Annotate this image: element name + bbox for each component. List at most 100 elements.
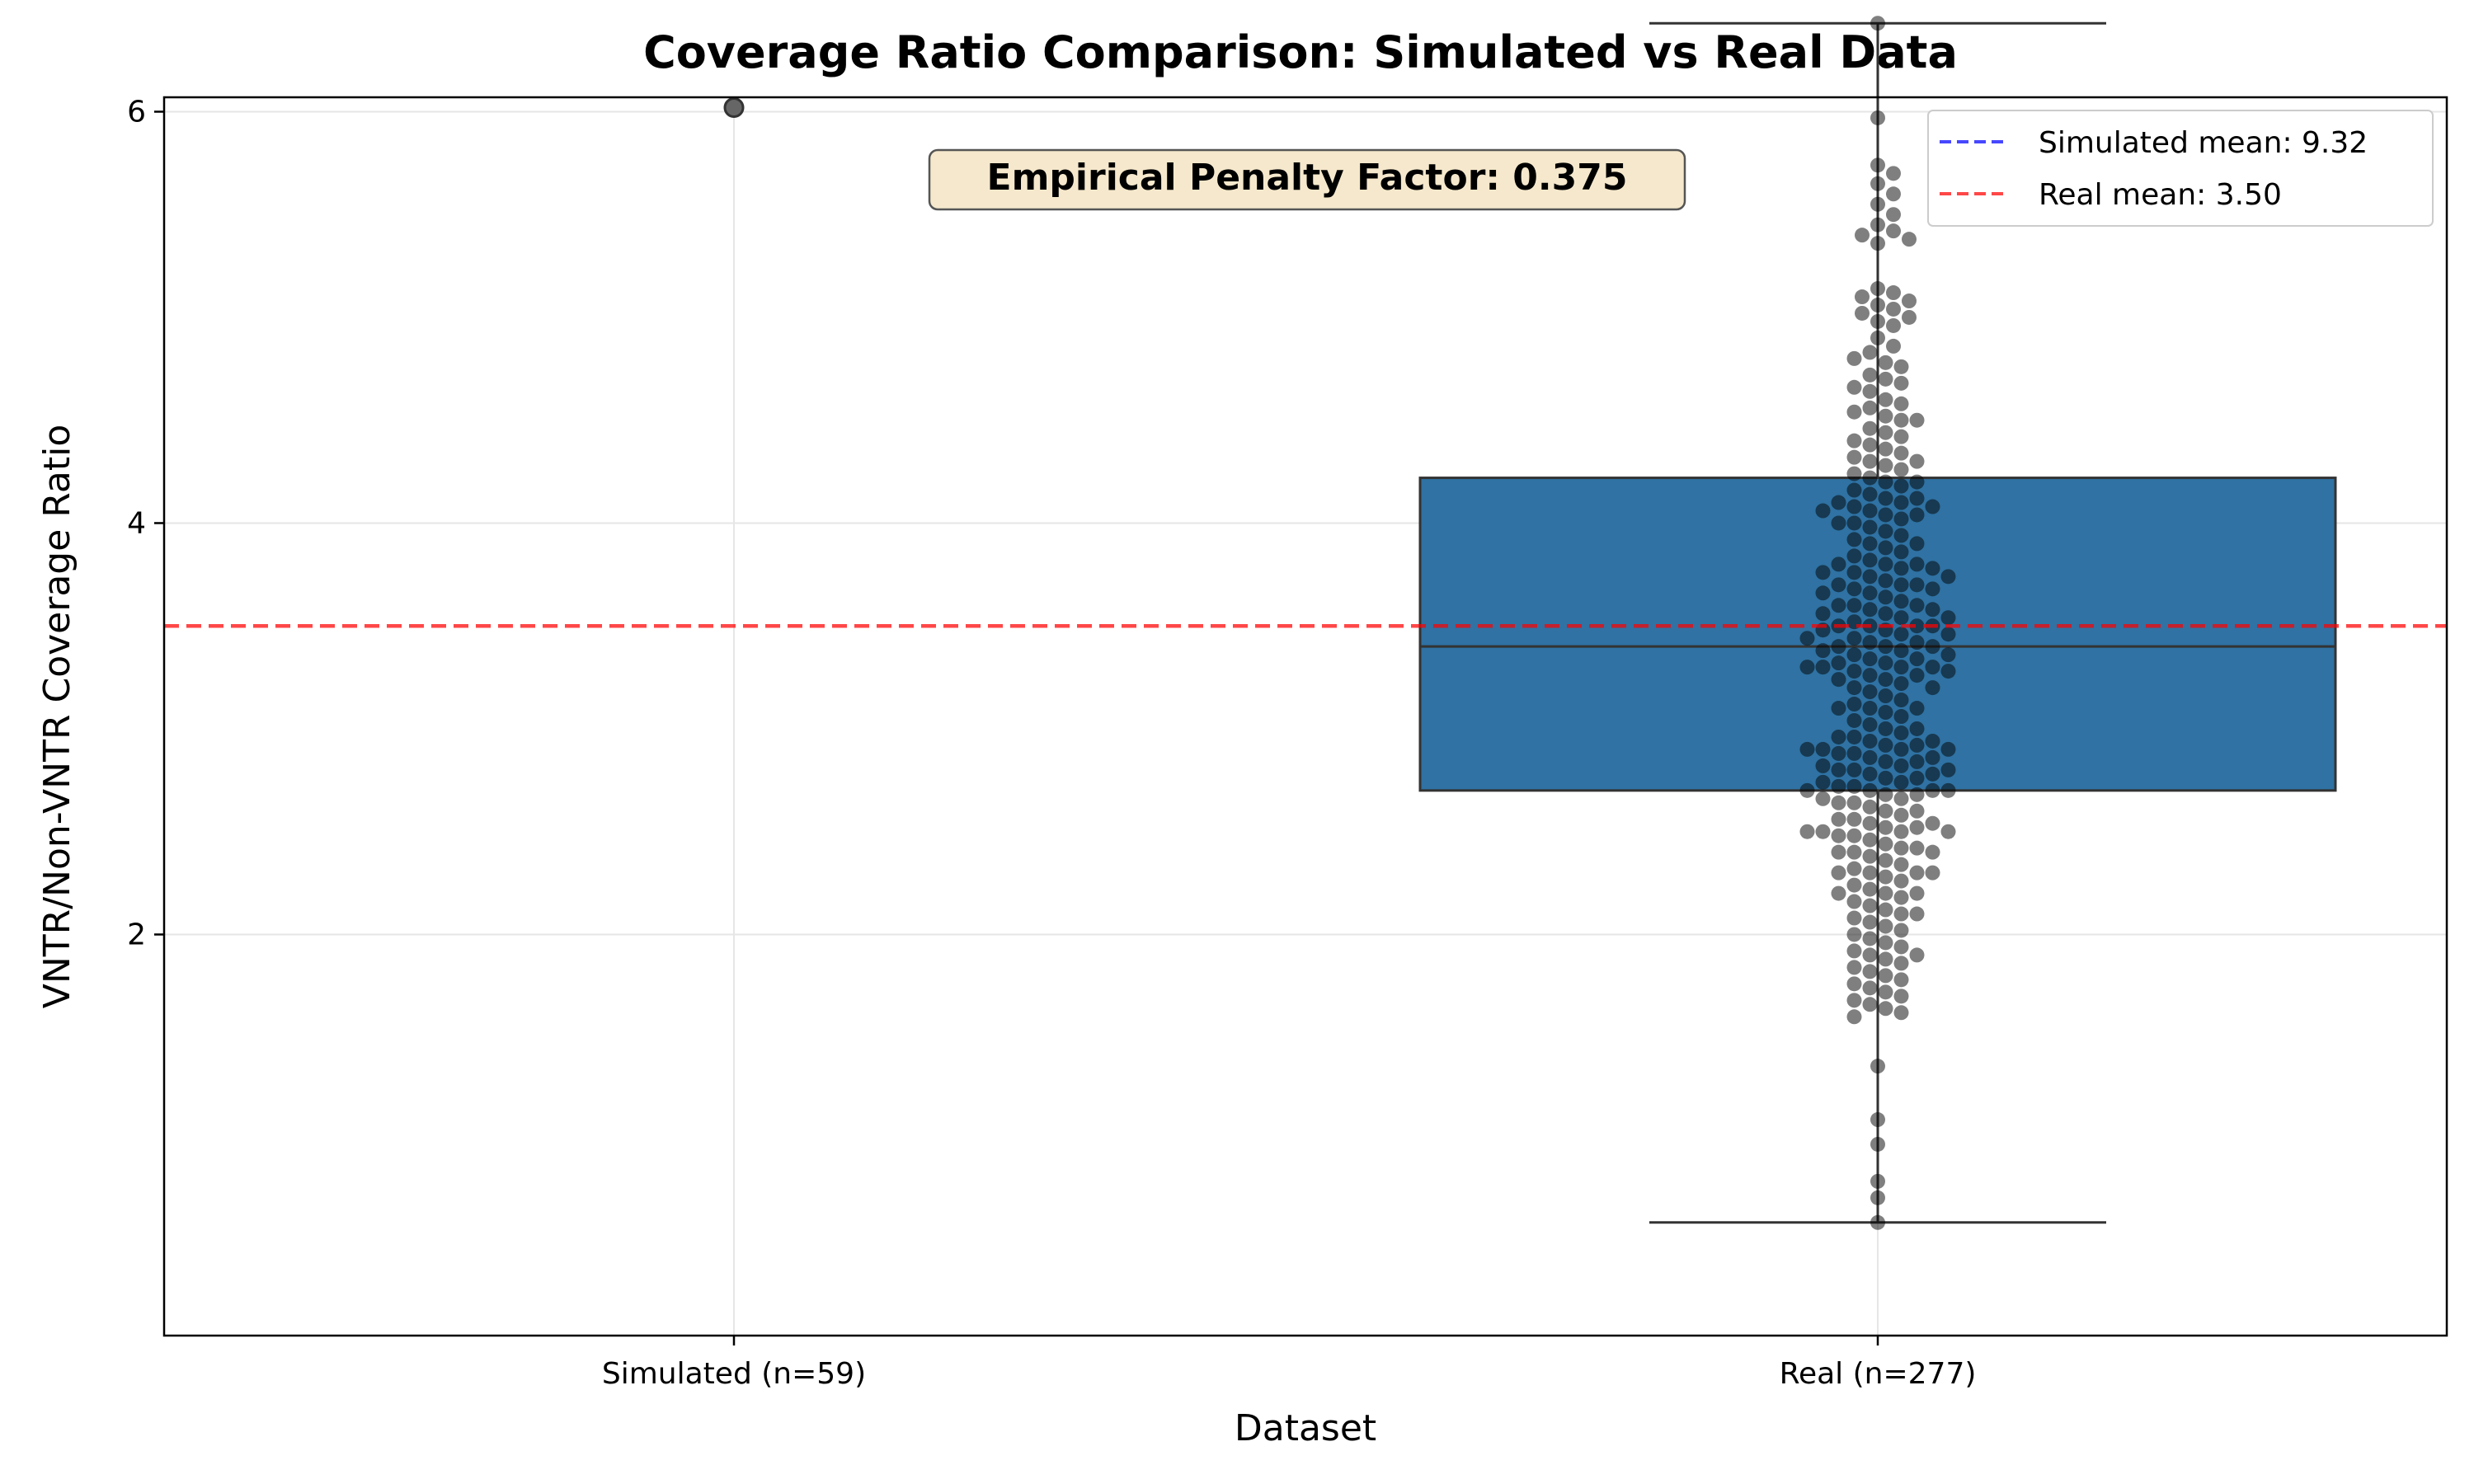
data-point: [1846, 466, 1862, 481]
data-point: [1878, 524, 1893, 539]
data-point: [1940, 569, 1956, 585]
data-point: [1799, 660, 1815, 675]
data-point: [1893, 758, 1909, 773]
data-point: [1862, 470, 1878, 486]
data-point: [1909, 787, 1925, 802]
data-point: [1878, 869, 1893, 885]
data-point: [1815, 565, 1831, 580]
data-point: [1846, 828, 1862, 843]
data-point: [1862, 733, 1878, 749]
data-point: [1855, 289, 1870, 305]
data-point: [1940, 647, 1956, 663]
data-point: [1909, 819, 1925, 835]
data-point: [1831, 795, 1846, 810]
data-point: [1870, 281, 1885, 297]
data-point: [1893, 359, 1909, 374]
data-point: [1846, 993, 1862, 1008]
data-point: [1925, 581, 1940, 597]
x-tick-label: Real (n=277): [1780, 1357, 1977, 1391]
data-point: [1893, 643, 1909, 659]
data-point: [1846, 598, 1862, 613]
data-point: [1799, 741, 1815, 757]
data-point: [1902, 309, 1917, 325]
data-point: [1846, 680, 1862, 696]
data-point: [1878, 573, 1893, 589]
data-point: [1893, 709, 1909, 725]
data-point: [1909, 491, 1925, 506]
data-point: [1893, 906, 1909, 922]
data-point: [1831, 729, 1846, 744]
data-point: [1909, 668, 1925, 683]
data-point: [1940, 824, 1956, 839]
data-point: [1909, 507, 1925, 523]
data-point: [1925, 660, 1940, 675]
data-point: [1878, 392, 1893, 407]
data-point: [1846, 379, 1862, 395]
x-tick-label: Simulated (n=59): [602, 1357, 866, 1391]
data-point: [1862, 997, 1878, 1012]
data-point: [1893, 660, 1909, 675]
data-point: [1846, 631, 1862, 646]
data-point: [1815, 660, 1831, 675]
data-point: [1831, 885, 1846, 901]
data-point: [1846, 532, 1862, 547]
data-point: [1846, 664, 1862, 679]
data-point: [1893, 676, 1909, 692]
data-point: [1815, 503, 1831, 519]
data-point: [1831, 745, 1846, 761]
data-point: [1909, 701, 1925, 716]
data-point: [1846, 350, 1862, 366]
data-point: [1831, 495, 1846, 510]
data-point: [1846, 647, 1862, 663]
data-point: [1878, 639, 1893, 655]
data-point: [1886, 223, 1901, 239]
data-point: [1870, 176, 1885, 191]
data-point: [1815, 791, 1831, 806]
data-point: [1815, 643, 1831, 659]
data-point: [1878, 606, 1893, 622]
data-point: [1831, 639, 1846, 655]
data-point: [1878, 902, 1893, 918]
data-point: [1862, 651, 1878, 667]
data-point: [1893, 396, 1909, 411]
data-point: [1893, 956, 1909, 971]
data-point: [1831, 828, 1846, 843]
data-point: [1831, 598, 1846, 613]
data-point: [1940, 664, 1956, 679]
data-point: [1893, 791, 1909, 806]
data-point: [1870, 1190, 1885, 1205]
data-point: [1909, 947, 1925, 963]
legend-label-real-mean: Real mean: 3.50: [2039, 178, 2282, 212]
data-point: [1878, 770, 1893, 786]
data-point: [1862, 931, 1878, 946]
data-point: [1870, 330, 1885, 345]
data-point: [1940, 762, 1956, 777]
data-point: [1862, 684, 1878, 700]
data-point: [1815, 824, 1831, 839]
data-point: [1886, 186, 1901, 202]
data-point: [1846, 811, 1862, 827]
data-point: [1878, 441, 1893, 457]
data-point: [1846, 1009, 1862, 1025]
chart-title: Coverage Ratio Comparison: Simulated vs …: [643, 26, 1958, 78]
data-point: [1862, 367, 1878, 383]
data-point: [1846, 515, 1862, 531]
data-point: [1893, 610, 1909, 626]
data-point: [1862, 865, 1878, 881]
data-point: [1878, 721, 1893, 736]
data-point: [1902, 232, 1917, 247]
data-point: [1878, 507, 1893, 523]
data-point: [1878, 968, 1893, 984]
data-point: [1925, 844, 1940, 860]
data-point: [1862, 383, 1878, 399]
data-point: [1831, 672, 1846, 688]
data-point: [1846, 877, 1862, 893]
data-point: [1909, 803, 1925, 819]
data-point: [1878, 984, 1893, 1000]
data-point: [1940, 610, 1956, 626]
data-point: [1925, 815, 1940, 831]
data-point: [1862, 898, 1878, 913]
data-point: [1815, 774, 1831, 790]
data-point: [1846, 449, 1862, 465]
data-point: [1925, 499, 1940, 514]
